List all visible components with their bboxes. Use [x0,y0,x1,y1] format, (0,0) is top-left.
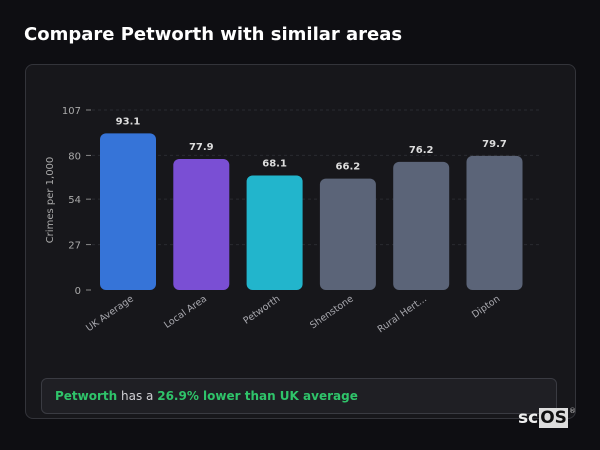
x-tick-label: Shenstone [308,293,356,331]
y-tick-label: 107 [62,106,81,117]
y-tick-label: 54 [68,195,81,206]
summary-box: Petworth has a 26.9% lower than UK avera… [41,378,557,414]
registered-mark: ® [569,407,576,415]
data-label: 93.1 [116,116,141,127]
x-tick-label: UK Average [84,293,136,334]
x-tick-label: Petworth [241,293,282,326]
bar[interactable] [246,175,303,290]
bar[interactable] [466,155,523,290]
y-axis-label: Crimes per 1,000 [45,157,56,244]
summary-comparison: 26.9% lower than UK average [157,389,358,403]
y-tick-label: 27 [68,241,81,252]
x-tick-label: Local Area [162,293,209,330]
summary-area: Petworth [55,389,118,403]
bar[interactable] [319,178,376,290]
summary-text: has a [117,389,158,403]
y-tick-label: 0 [75,286,81,297]
bar[interactable] [173,158,230,290]
y-tick-label: 80 [68,151,81,162]
bar[interactable] [393,161,450,290]
data-label: 66.2 [336,162,361,173]
data-label: 68.1 [262,158,287,169]
data-label: 77.9 [189,142,214,153]
bar[interactable] [100,133,156,290]
x-tick-label: Rural Hert... [376,293,429,335]
data-label: 76.2 [409,145,434,156]
page-title: Compare Petworth with similar areas [24,24,403,45]
x-tick-label: Dipton [470,293,502,320]
logo: sc OS [518,408,568,428]
data-label: 79.7 [482,139,507,150]
